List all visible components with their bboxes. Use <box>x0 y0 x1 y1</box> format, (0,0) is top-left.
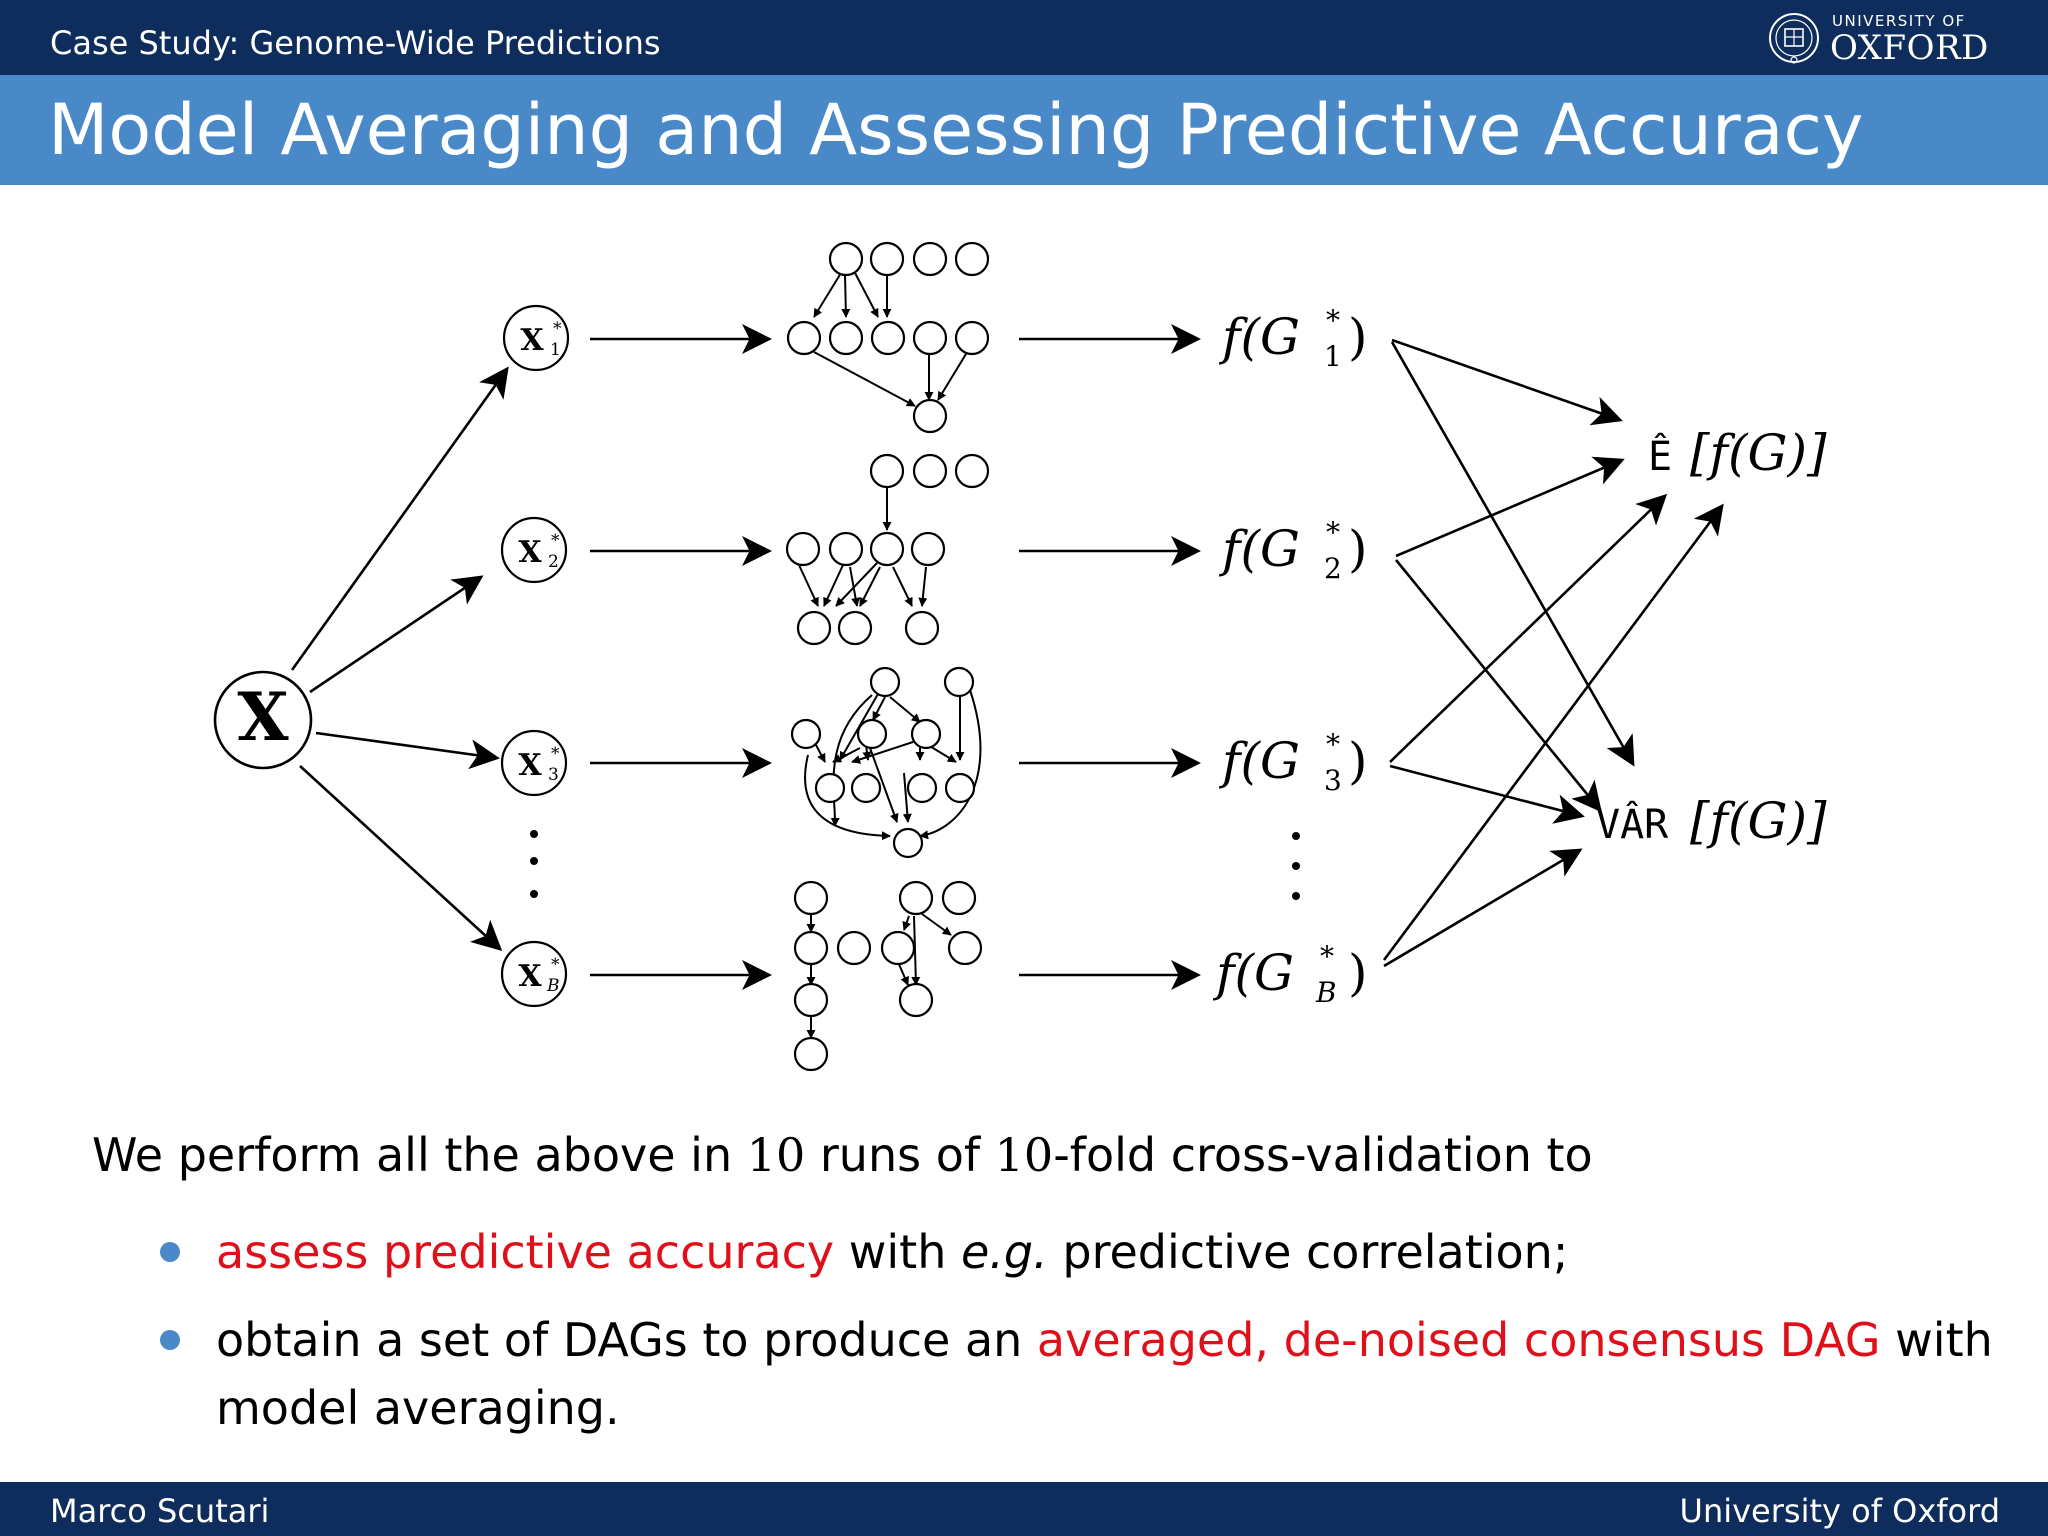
sample-1-sub: 1 <box>550 340 561 360</box>
data-node <box>213 670 313 770</box>
arrow-f2-to-var <box>1394 559 1602 813</box>
fb-sup: * <box>1320 940 1334 973</box>
footer-author: Marco Scutari <box>50 1492 270 1530</box>
arrow-x-to-sample-b <box>299 765 503 952</box>
sample-2-sub: 2 <box>548 552 559 572</box>
footer-bar: Marco Scutari University of Oxford <box>0 1482 2048 1536</box>
diagram-arrows <box>290 324 1724 990</box>
arrow-x-to-sample-2 <box>309 575 484 694</box>
fb-label: f(G <box>1212 944 1294 1002</box>
bootstrap-diagram: X X * 1 X * 2 X * 3 X * B <box>213 241 1827 1072</box>
footer-institution: University of Oxford <box>1679 1492 2000 1530</box>
function-labels: f(G * 1 ) f(G * 2 ) f(G * 3 ) f(G * B ) <box>1212 304 1368 1009</box>
sample-1-sup: * <box>553 319 562 339</box>
sample-2-sup: * <box>551 531 560 551</box>
f3-sup: * <box>1326 728 1340 761</box>
variance-argument: [f(G)] <box>1690 792 1827 850</box>
intro-sentence: We perform all the above in 10 runs of 1… <box>92 1128 1593 1182</box>
arrow-f2-to-e <box>1395 456 1625 558</box>
sample-3-base: X <box>518 748 542 783</box>
data-node-label: X <box>237 678 289 756</box>
section-title: Case Study: Genome-Wide Predictions <box>50 24 661 62</box>
sample-2-base: X <box>518 535 542 570</box>
sample-b-sub: B <box>546 976 560 996</box>
f3-sub: 3 <box>1324 764 1342 797</box>
expectation-operator: Ê <box>1648 432 1672 480</box>
f3-label: f(G <box>1218 732 1300 790</box>
arrow-fb-to-e <box>1382 503 1724 961</box>
arrow-f1-to-var <box>1390 341 1635 767</box>
sample-3-sup: * <box>551 744 560 764</box>
f2-sup: * <box>1326 516 1340 549</box>
logo-big-text: OXFORD <box>1830 28 1989 68</box>
header-bar: Case Study: Genome-Wide Predictions UNIV… <box>0 0 2048 75</box>
oxford-logo: UNIVERSITY OF OXFORD <box>1768 6 2008 70</box>
dag-edges <box>798 268 982 1039</box>
sample-1-base: X <box>520 323 544 358</box>
sample-node-1: X * 1 <box>502 304 570 372</box>
logo-small-text: UNIVERSITY OF <box>1832 12 1966 30</box>
f1-sup: * <box>1326 304 1340 337</box>
f1-label: f(G <box>1218 308 1300 366</box>
sample-node-3: X * 3 <box>500 729 568 797</box>
variance-operator: VÂR <box>1596 800 1669 848</box>
f1-close: ) <box>1348 308 1368 366</box>
sample-node-2: X * 2 <box>500 516 568 584</box>
arrow-f3-to-var <box>1389 764 1585 824</box>
dag-nodes <box>785 241 990 1072</box>
arrow-x-to-sample-3 <box>315 731 500 770</box>
function-ellipsis <box>1292 832 1300 900</box>
fb-close: ) <box>1348 944 1368 1002</box>
arrow-x-to-sample-1 <box>290 366 509 671</box>
slide-title: Model Averaging and Assessing Predictive… <box>48 89 1864 171</box>
fb-sub: B <box>1315 976 1337 1009</box>
arrow-f1-to-e <box>1391 338 1623 426</box>
f3-close: ) <box>1348 732 1368 790</box>
arrow-f3-to-e <box>1389 493 1668 763</box>
expectation-argument: [f(G)] <box>1690 424 1827 482</box>
f2-label: f(G <box>1218 520 1300 578</box>
bullet-item-1: assess predictive accuracy with e.g. pre… <box>158 1218 2018 1286</box>
variance-estimate: VÂR [f(G)] <box>1596 792 1827 850</box>
arrow-fb-to-var <box>1383 848 1583 968</box>
oxford-crest-icon <box>1769 13 1819 64</box>
bullet-1-highlight: assess predictive accuracy <box>216 1225 835 1279</box>
title-bar: Model Averaging and Assessing Predictive… <box>0 75 2048 185</box>
bullet-dot-icon <box>160 1330 180 1350</box>
bullet-dot-icon <box>160 1242 180 1262</box>
f2-sub: 2 <box>1324 552 1342 585</box>
f1-sub: 1 <box>1324 340 1342 373</box>
f2-close: ) <box>1348 520 1368 578</box>
sample-3-sub: 3 <box>548 765 559 785</box>
bullet-item-2: obtain a set of DAGs to produce an avera… <box>158 1306 2018 1442</box>
sample-b-sup: * <box>551 955 560 975</box>
expectation-estimate: Ê [f(G)] <box>1648 424 1827 482</box>
sample-ellipsis <box>530 830 538 898</box>
bullet-list: assess predictive accuracy with e.g. pre… <box>158 1218 2018 1462</box>
sample-b-base: X <box>518 959 542 994</box>
sample-node-b: X * B <box>500 940 568 1008</box>
bullet-2-highlight: averaged, de-noised consensus DAG <box>1036 1313 1881 1367</box>
